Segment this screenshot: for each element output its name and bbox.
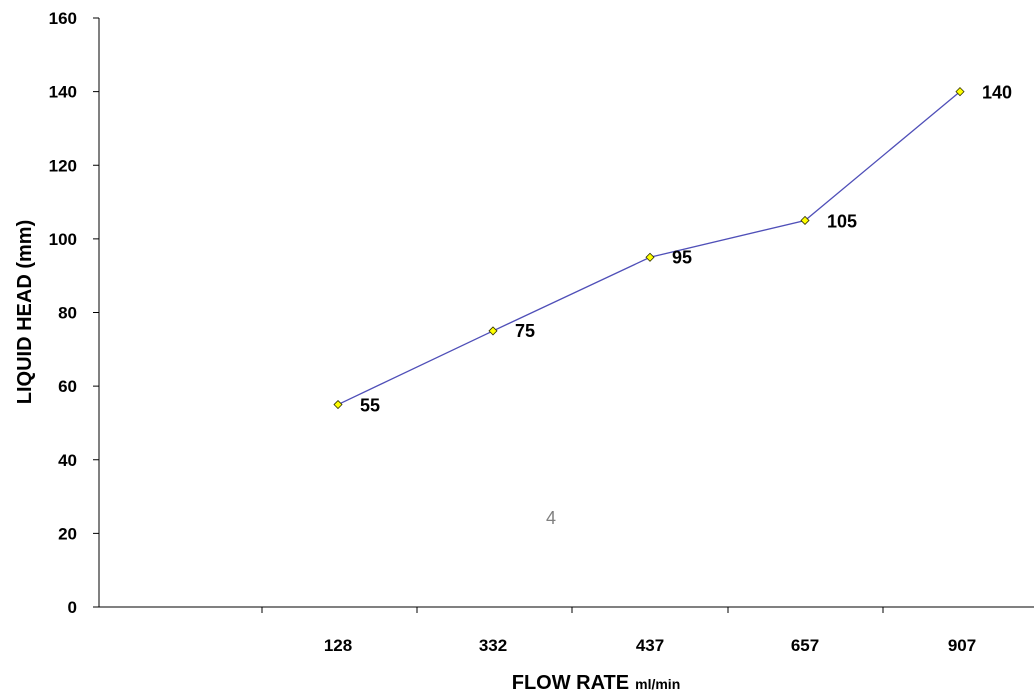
data-point-marker: [645, 252, 655, 262]
data-label: 105: [827, 211, 857, 231]
x-axis-title: FLOW RATE ml/min: [512, 672, 681, 694]
chart-annotation: 4: [546, 508, 556, 528]
y-tick-label: 0: [68, 598, 77, 617]
data-point-marker: [955, 87, 965, 97]
y-tick-label: 60: [58, 377, 77, 396]
y-tick-label: 120: [49, 156, 77, 175]
x-axis: 128 332 437 657 907: [99, 606, 1034, 655]
x-tick-label: 128: [324, 636, 352, 655]
x-tick-label: 437: [636, 636, 664, 655]
x-axis-title-unit: ml/min: [635, 676, 680, 692]
x-tick-label: 907: [948, 636, 976, 655]
y-tick-label: 160: [49, 9, 77, 28]
y-axis-title: LIQUID HEAD (mm): [14, 220, 36, 404]
series-line: [337, 91, 961, 406]
data-label: 140: [982, 83, 1012, 103]
y-tick-label: 40: [58, 451, 77, 470]
y-axis: 0 20 40 60 80 100 120 140 160: [49, 9, 100, 617]
data-markers: [333, 87, 965, 410]
y-tick-label: 20: [58, 524, 77, 543]
y-tick-label: 100: [49, 230, 77, 249]
data-label: 75: [515, 321, 535, 341]
data-label: 55: [360, 396, 380, 416]
data-label: 95: [672, 247, 692, 267]
y-tick-label: 140: [49, 83, 77, 102]
x-axis-title-main: FLOW RATE: [512, 672, 629, 694]
data-point-marker: [800, 215, 810, 226]
data-point-marker: [333, 399, 343, 410]
x-tick-label: 657: [791, 636, 819, 655]
data-labels: 55 75 95 105 140: [360, 83, 1012, 416]
x-tick-label: 332: [479, 636, 507, 655]
series-lines: [337, 91, 961, 406]
data-point-marker: [488, 326, 498, 336]
y-tick-label: 80: [58, 304, 77, 323]
